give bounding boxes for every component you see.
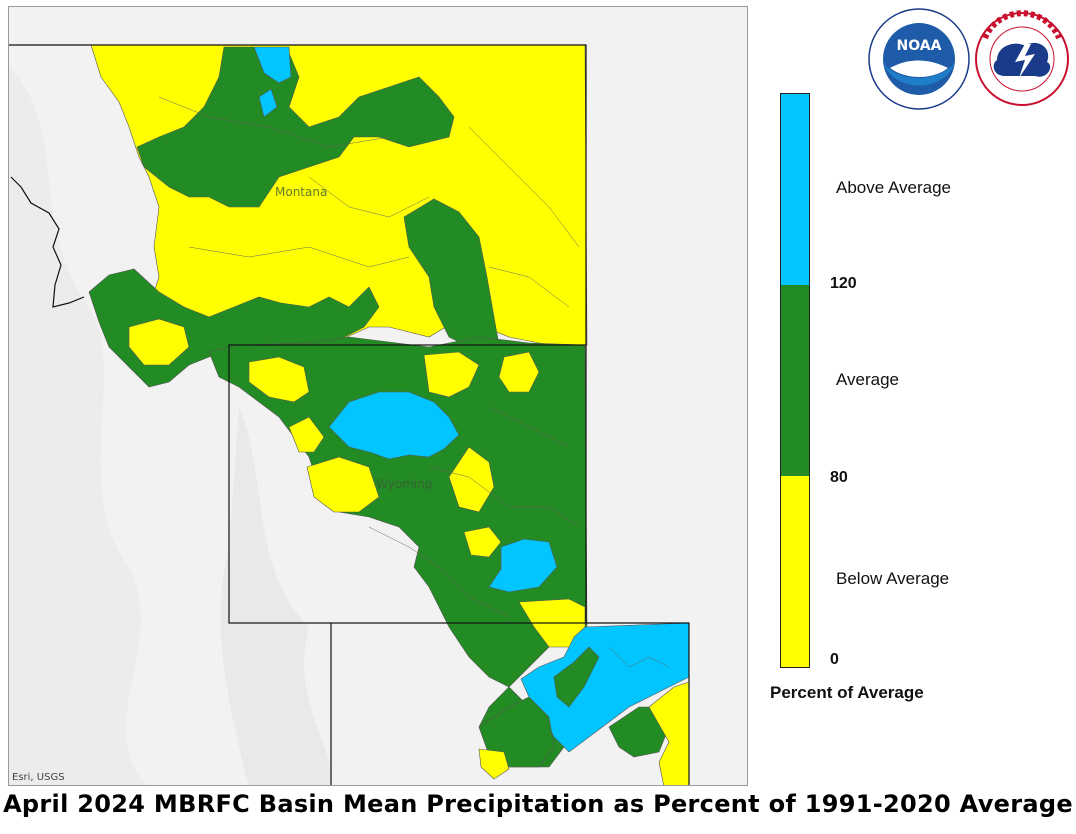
nws-logo (975, 8, 1069, 114)
basin-below-average-west[interactable] (128, 318, 190, 366)
basin-below-average-colorado-south[interactable] (478, 748, 510, 780)
state-outline-colorado (586, 622, 690, 785)
legend-label-average: Average (836, 370, 900, 389)
basin-below-average-colorado-east[interactable] (648, 681, 690, 786)
basin-below-average-bighorn[interactable] (423, 351, 480, 398)
map-credit: Esri, USGS (12, 772, 65, 783)
basin-above-average-colorado[interactable] (520, 622, 690, 753)
basin-above-average-glacier[interactable] (253, 46, 292, 84)
legend-swatch-below-average (781, 476, 809, 667)
basin-average-colorado-inner[interactable] (553, 646, 600, 708)
basin-below-average-sweetwater[interactable] (448, 446, 495, 513)
basin-above-average-laramie[interactable] (488, 538, 558, 593)
terrain-shade (9, 67, 148, 785)
legend-break-0: 0 (830, 651, 839, 668)
legend-break-120: 120 (830, 275, 857, 292)
basin-above-average-small[interactable] (258, 88, 278, 118)
basin-below-average-laramie[interactable] (463, 526, 502, 558)
legend-swatch-above-average (781, 94, 809, 285)
state-label-wyoming: Wyoming (376, 477, 433, 491)
basin-below-average-small[interactable] (288, 416, 325, 453)
basin-average-south-platte[interactable] (608, 706, 670, 758)
legend-swatch-average (781, 285, 809, 476)
noaa-logo-icon: NOAA (868, 8, 970, 110)
noaa-logo-text: NOAA (897, 38, 942, 54)
basin-boundaries (158, 96, 670, 668)
legend-break-80: 80 (830, 469, 848, 486)
basin-below-average-powder[interactable] (498, 351, 540, 393)
state-label-montana: Montana (275, 185, 328, 199)
legend-title: Percent of Average (770, 683, 924, 702)
state-outline-montana (9, 44, 587, 345)
terrain-shade (220, 407, 331, 785)
legend-label-below-average: Below Average (836, 569, 950, 588)
basin-above-average-wind-river[interactable] (328, 391, 460, 460)
legend-color-bar (780, 93, 810, 668)
legend-label-above-average: Above Average (836, 178, 951, 197)
state-outline-wyoming (228, 344, 587, 624)
map-panel[interactable]: Montana Wyoming Esri, USGS (8, 6, 748, 786)
noaa-logo: NOAA (868, 8, 970, 114)
nws-logo-icon (975, 10, 1069, 106)
state-border-idaho (10, 176, 85, 308)
page-title: April 2024 MBRFC Basin Mean Precipitatio… (3, 790, 1073, 818)
basin-map[interactable] (9, 7, 748, 786)
basin-below-average-yellowstone[interactable] (248, 356, 310, 403)
basin-below-average-green-river[interactable] (306, 456, 380, 513)
basin-average-montana-north[interactable] (136, 46, 455, 208)
